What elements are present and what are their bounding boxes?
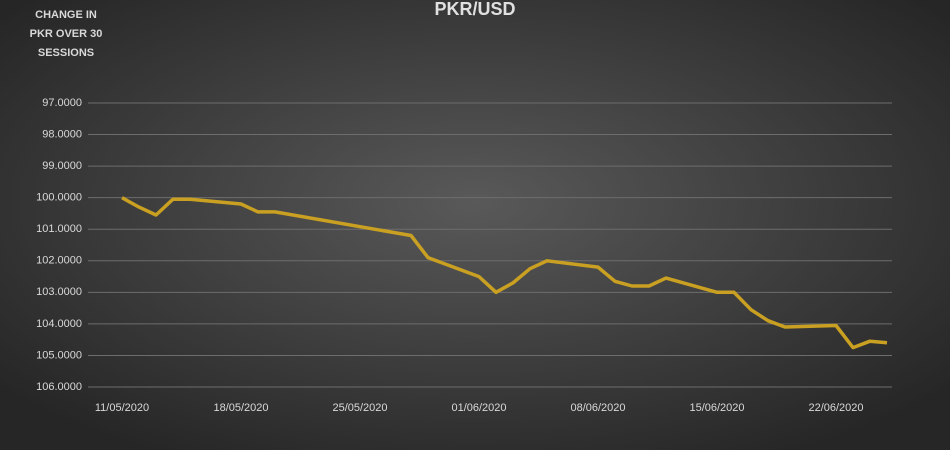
x-tick-label: 08/06/2020 — [570, 402, 625, 414]
data-line — [121, 196, 888, 350]
y-tick-label: 104.0000 — [36, 318, 82, 330]
y-tick-label: 102.0000 — [36, 255, 82, 267]
x-tick-label: 18/05/2020 — [213, 402, 268, 414]
x-tick-label: 11/05/2020 — [95, 402, 149, 414]
side-note: CHANGE IN — [35, 9, 97, 21]
y-tick-label: 97.0000 — [42, 97, 82, 109]
y-tick-label: 98.0000 — [42, 128, 82, 140]
y-tick-label: 100.0000 — [36, 192, 82, 204]
x-tick-label: 15/06/2020 — [689, 402, 744, 414]
y-tick-label: 103.0000 — [36, 286, 82, 298]
side-note: PKR OVER 30 — [30, 28, 103, 40]
x-tick-label: 25/05/2020 — [332, 402, 387, 414]
y-tick-label: 105.0000 — [36, 349, 82, 361]
side-note: SESSIONS — [38, 47, 94, 59]
x-tick-label: 01/06/2020 — [451, 402, 506, 414]
y-tick-label: 101.0000 — [36, 223, 82, 235]
y-tick-label: 99.0000 — [42, 160, 82, 172]
chart-title: PKR/USD — [434, 0, 515, 19]
y-tick-label: 106.0000 — [36, 381, 82, 393]
x-tick-label: 22/06/2020 — [808, 402, 863, 414]
